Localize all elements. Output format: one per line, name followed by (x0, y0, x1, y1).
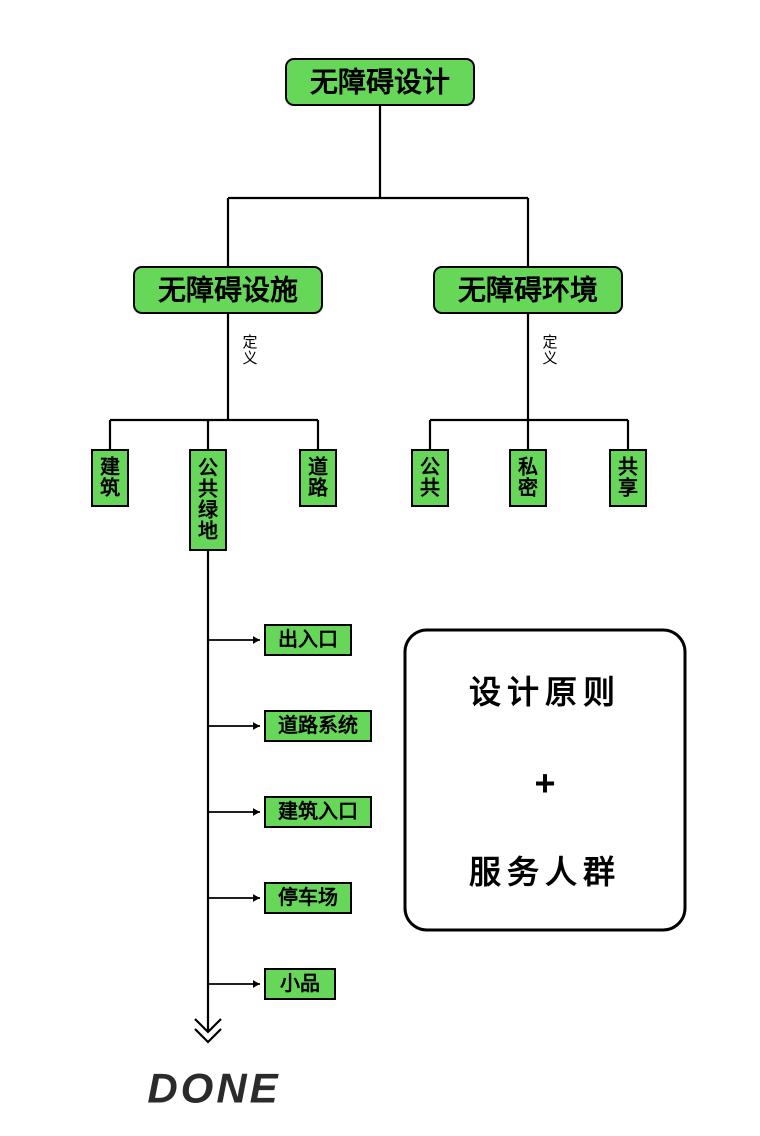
tree-diagram: 定义定义无障碍设计无障碍设施建筑公共绿地道路无障碍环境公共私密共享出入口道路系统… (0, 0, 760, 1136)
leaf-facility-2-label: 道 (308, 455, 328, 479)
leaf-environment-2-label: 共 (618, 456, 638, 479)
leaf-environment-1-label: 私 (518, 456, 538, 479)
leaf-facility-2-label: 路 (308, 476, 329, 500)
leaf-facility-1-label: 绿 (198, 498, 219, 522)
leaf-facility-1-label: 地 (198, 520, 218, 543)
callout-line1: 设计原则 (469, 674, 621, 710)
leaf-facility-1-label: 共 (198, 478, 218, 501)
leaf-environment-1-label: 密 (518, 476, 538, 500)
sub-item-4-label: 小品 (280, 972, 320, 995)
leaf-environment-2-label: 享 (618, 476, 638, 500)
done-text: DONE (147, 1065, 280, 1112)
branch-facility-label: 无障碍设施 (158, 274, 298, 306)
leaf-environment-0-label: 共 (420, 477, 440, 500)
root-node-label: 无障碍设计 (310, 66, 450, 98)
edge-label: 义 (542, 350, 557, 367)
leaf-facility-0-label: 筑 (100, 476, 120, 500)
edge-label: 定 (242, 334, 257, 351)
sub-item-1-label: 道路系统 (278, 713, 358, 737)
sub-item-3-label: 停车场 (278, 885, 338, 909)
edge-label: 定 (542, 334, 557, 351)
callout-plus: + (534, 763, 555, 804)
edge-label: 义 (242, 350, 257, 367)
leaf-facility-1-label: 公 (198, 457, 218, 480)
callout-line2: 服务人群 (469, 854, 621, 890)
leaf-facility-0-label: 建 (100, 455, 120, 479)
sub-item-0-label: 出入口 (278, 628, 338, 651)
sub-item-2-label: 建筑入口 (278, 799, 358, 823)
leaf-environment-0-label: 公 (420, 456, 440, 479)
branch-environment-label: 无障碍环境 (458, 274, 598, 306)
